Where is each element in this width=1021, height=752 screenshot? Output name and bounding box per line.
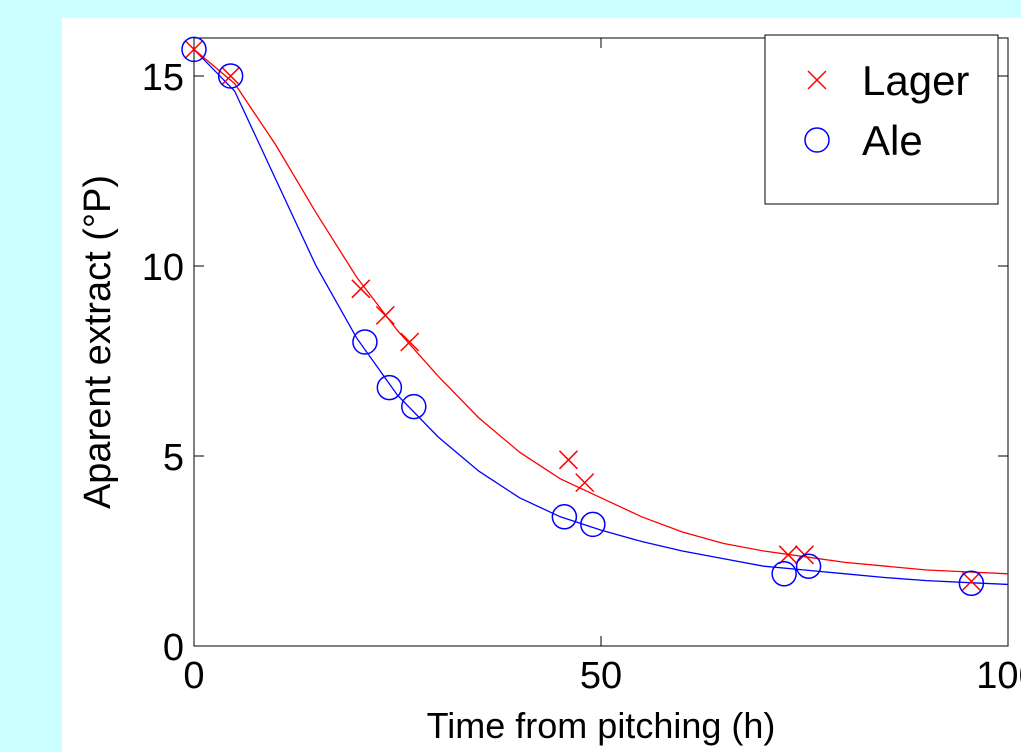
data-point: [184, 39, 204, 59]
y-axis-label: Aparent extract (°P): [77, 175, 119, 509]
data-point: [351, 279, 371, 299]
data-point: [575, 473, 595, 493]
data-point: [401, 393, 427, 420]
data-point: [352, 329, 378, 355]
y-tick-label: 15: [142, 57, 184, 99]
legend: Lager Ale: [764, 34, 999, 205]
y-tick-label: 10: [142, 247, 184, 289]
data-point: [778, 545, 798, 565]
legend-label: Ale: [862, 117, 923, 164]
legend-marker: [807, 70, 827, 90]
legend-label: Lager: [862, 57, 969, 104]
x-tick-label: 50: [580, 655, 622, 697]
data-point: [375, 305, 395, 325]
data-point: [376, 374, 403, 401]
data-point: [551, 504, 578, 530]
data-point: [400, 332, 420, 352]
fit-line: [193, 48, 1009, 575]
legend-marker: [804, 127, 830, 153]
data-point: [958, 570, 985, 597]
data-point: [217, 63, 244, 89]
data-point: [961, 571, 981, 591]
x-tick-label: 0: [183, 655, 204, 697]
data-point: [795, 553, 822, 579]
data-point: [221, 66, 241, 86]
x-axis-label: Time from pitching (h): [427, 705, 776, 746]
fit-line: [193, 48, 1009, 586]
data-point: [771, 561, 797, 587]
data-point: [181, 36, 207, 63]
y-tick-label: 5: [163, 437, 184, 479]
x-tick-label: 100: [976, 655, 1021, 697]
data-point: [558, 450, 578, 470]
data-point: [580, 511, 606, 538]
y-tick-label: 0: [163, 627, 184, 669]
legend-box: [764, 34, 999, 205]
